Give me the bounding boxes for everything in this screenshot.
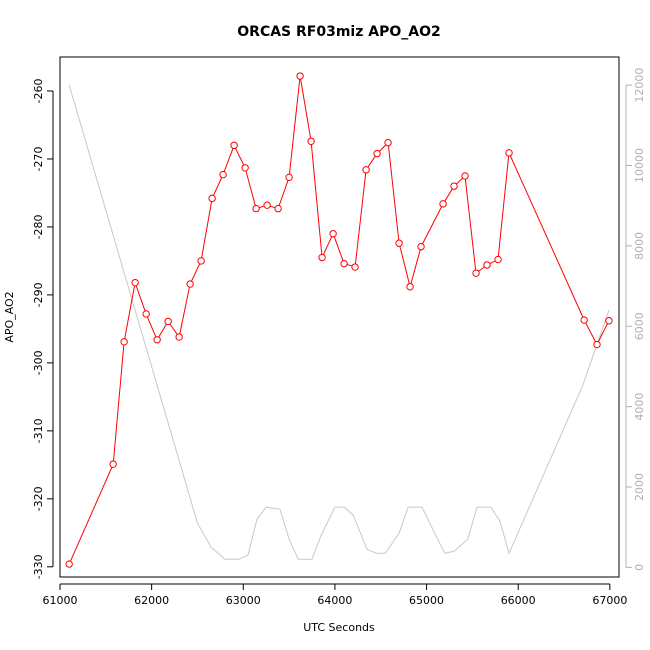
x-axis: 61000 62000 63000 64000 65000 66000 67000: [43, 583, 627, 607]
y2-tick-label: 0: [633, 564, 646, 571]
y2-tick-label: 6000: [633, 312, 646, 340]
data-point: [395, 239, 403, 247]
apo-ao2-series-line: [68, 75, 610, 565]
data-point: [230, 141, 238, 150]
data-point: [362, 166, 370, 174]
x-tick-label: 63000: [226, 594, 261, 607]
data-point: [384, 138, 392, 147]
data-point: [296, 72, 304, 80]
data-point: [241, 164, 249, 172]
data-point: [131, 278, 139, 287]
data-point: [307, 137, 315, 145]
y-tick-label: -310: [32, 418, 45, 443]
x-tick-label: 61000: [43, 594, 78, 607]
y-tick-label: -260: [32, 79, 45, 104]
x-tick-label: 64000: [317, 594, 352, 607]
y-tick-label: -270: [32, 146, 45, 171]
plot-frame: [59, 56, 620, 578]
y2-tick-label: 12000: [633, 68, 646, 103]
data-point: [450, 182, 458, 190]
data-point: [186, 280, 194, 288]
y-axis: -330 -320 -310 -300 -290 -280 -270 -260: [32, 79, 54, 579]
data-point: [593, 340, 601, 349]
data-point: [351, 263, 359, 271]
data-point: [417, 242, 425, 251]
chart-title: ORCAS RF03miz APO_AO2: [237, 24, 440, 40]
y-tick-label: -300: [32, 350, 45, 375]
y2-tick-label: 2000: [633, 473, 646, 501]
data-point: [605, 317, 613, 325]
data-point: [580, 316, 588, 324]
left-series-layer: [65, 72, 613, 568]
data-point: [274, 204, 282, 213]
data-point: [164, 317, 172, 326]
data-point: [318, 253, 326, 262]
y2-tick-label: 8000: [633, 232, 646, 260]
y2-tick-label: 4000: [633, 393, 646, 421]
right-series-layer: [68, 84, 610, 560]
data-point: [65, 560, 73, 568]
data-point: [483, 261, 491, 269]
x-axis-label: UTC Seconds: [303, 621, 375, 634]
data-point: [153, 336, 161, 344]
data-point: [329, 230, 337, 238]
data-point: [461, 172, 469, 180]
y-tick-label: -330: [32, 554, 45, 579]
data-point: [285, 173, 293, 182]
x-tick-label: 62000: [134, 594, 169, 607]
y-tick-label: -320: [32, 486, 45, 511]
y-tick-label: -290: [32, 282, 45, 307]
x-tick-label: 67000: [592, 594, 627, 607]
data-point: [494, 255, 502, 264]
x-tick-label: 66000: [501, 594, 536, 607]
data-point: [175, 333, 183, 341]
data-point: [252, 204, 260, 213]
data-point: [197, 257, 205, 265]
y-tick-label: -280: [32, 214, 45, 239]
data-point: [505, 149, 513, 157]
data-point: [439, 200, 447, 208]
y2-axis-right: 0 2000 4000 6000 8000 10000 12000: [625, 68, 646, 571]
y2-tick-label: 10000: [633, 148, 646, 183]
data-point: [219, 170, 227, 179]
data-point: [373, 149, 381, 158]
x-tick-label: 65000: [409, 594, 444, 607]
data-point: [472, 269, 480, 277]
data-point: [263, 201, 271, 209]
data-point: [208, 194, 216, 203]
secondary-series-line: [68, 84, 610, 560]
y-axis-label: APO_AO2: [3, 291, 16, 342]
data-point: [142, 310, 150, 318]
data-point: [120, 338, 128, 346]
data-point: [406, 283, 414, 291]
data-point: [340, 259, 348, 268]
data-point: [109, 460, 117, 468]
